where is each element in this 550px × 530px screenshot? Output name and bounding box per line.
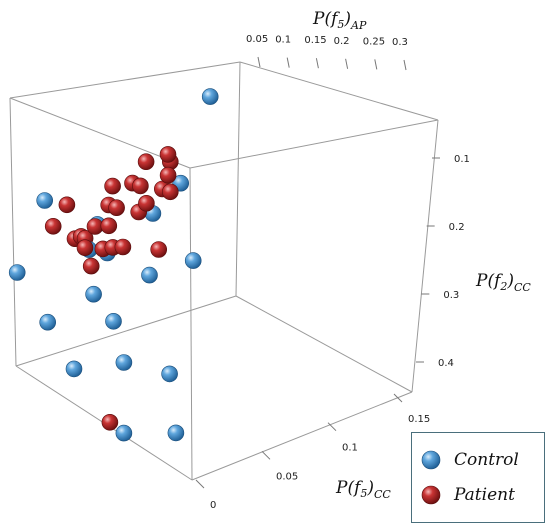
x-tick-label: 0.25 bbox=[363, 36, 385, 47]
point-patient bbox=[101, 413, 119, 431]
box-edge bbox=[15, 295, 237, 367]
legend-item-control: Control bbox=[420, 447, 519, 473]
point-patient bbox=[100, 217, 118, 235]
point-control bbox=[39, 313, 57, 331]
point-control bbox=[115, 354, 133, 371]
point-patient bbox=[137, 153, 155, 170]
x-tick-label: 0.3 bbox=[392, 37, 408, 48]
point-control bbox=[105, 312, 122, 330]
x-tick-mark bbox=[403, 59, 407, 71]
legend-item-patient: Patient bbox=[420, 482, 515, 508]
point-control bbox=[85, 285, 102, 303]
z-tick-mark bbox=[261, 450, 271, 460]
point-patient bbox=[58, 196, 76, 214]
z-tick-mark bbox=[195, 479, 205, 489]
point-patient bbox=[114, 238, 132, 256]
z-tick-label: 0.15 bbox=[408, 414, 430, 425]
data-points bbox=[8, 88, 219, 442]
point-patient bbox=[82, 257, 100, 275]
point-patient bbox=[108, 199, 125, 216]
y-axis-title: P(f2)CC bbox=[475, 271, 531, 294]
x-tick-mark bbox=[257, 56, 261, 68]
legend-marker-patient bbox=[421, 485, 441, 505]
legend-label-control: Control bbox=[454, 450, 519, 470]
z-axis-title: P(f5)CC bbox=[335, 478, 391, 501]
box-edge bbox=[9, 61, 241, 99]
x-axis-title: P(f5)AP bbox=[312, 9, 367, 32]
z-tick-label: 0.05 bbox=[276, 471, 298, 482]
box-edge bbox=[235, 61, 241, 297]
z-tick-label: 0.1 bbox=[342, 443, 358, 454]
x-tick-mark bbox=[315, 58, 319, 69]
point-patient bbox=[44, 218, 62, 235]
x-tick-label: 0.1 bbox=[275, 35, 291, 46]
point-control bbox=[184, 252, 202, 269]
box-edge bbox=[239, 61, 439, 121]
bounding-box bbox=[9, 61, 439, 481]
point-control bbox=[161, 365, 178, 383]
legend-marker-control bbox=[421, 450, 441, 470]
point-control bbox=[115, 424, 133, 442]
box-edge bbox=[9, 97, 17, 367]
z-tick-mark bbox=[393, 393, 403, 403]
x-tick-mark bbox=[374, 59, 378, 70]
box-edge bbox=[191, 391, 413, 481]
x-tick-mark bbox=[286, 57, 290, 68]
x-tick-mark bbox=[345, 58, 349, 69]
z-tick-label: 0 bbox=[210, 500, 216, 511]
y-tick-label: 0.4 bbox=[438, 358, 454, 369]
point-patient bbox=[132, 177, 149, 195]
point-control bbox=[167, 424, 185, 442]
point-control bbox=[8, 264, 26, 281]
z-tick-mark bbox=[327, 422, 337, 432]
point-patient bbox=[76, 239, 94, 256]
point-patient bbox=[159, 166, 177, 184]
point-control bbox=[36, 192, 54, 209]
point-control bbox=[201, 88, 219, 105]
point-patient bbox=[159, 146, 177, 163]
y-tick-label: 0.1 bbox=[454, 154, 470, 165]
point-control bbox=[65, 360, 83, 378]
point-patient bbox=[162, 183, 179, 201]
box-edge bbox=[189, 119, 439, 169]
y-tick-label: 0.3 bbox=[443, 290, 459, 301]
x-tick-label: 0.15 bbox=[304, 35, 326, 46]
point-patient bbox=[150, 241, 167, 258]
legend: Control Patient bbox=[411, 432, 545, 523]
y-tick-label: 0.2 bbox=[449, 222, 465, 233]
point-control bbox=[141, 266, 158, 284]
point-patient bbox=[104, 177, 121, 195]
box-edge bbox=[235, 295, 413, 393]
x-axis-ticks: 0.05 0.1 0.15 0.2 0.25 0.3 bbox=[246, 34, 408, 71]
x-tick-label: 0.05 bbox=[246, 34, 268, 45]
point-patient bbox=[138, 195, 155, 212]
box-edge bbox=[411, 119, 439, 393]
y-axis-ticks: 0.1 0.2 0.3 0.4 bbox=[416, 154, 470, 369]
x-tick-label: 0.2 bbox=[334, 36, 350, 47]
legend-label-patient: Patient bbox=[454, 485, 515, 505]
box-edge bbox=[189, 167, 193, 481]
z-axis-ticks: 0 0.05 0.1 0.15 bbox=[195, 393, 430, 511]
